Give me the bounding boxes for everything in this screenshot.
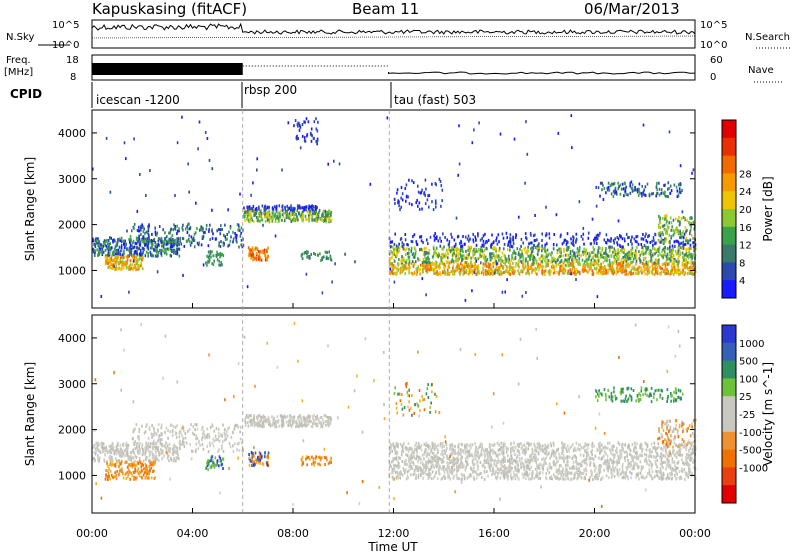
freq-left-tick-top: 18: [66, 55, 79, 66]
noise-search-line: [91, 35, 696, 39]
velocity-colorbar-tick: 100: [739, 374, 758, 385]
velocity-colorbar-tick: -1000: [739, 463, 768, 474]
power-colorbar-tick: 28: [739, 169, 752, 180]
velocity-ytick-label: 2000: [58, 424, 86, 437]
velocity-colorbar-tick: 25: [739, 392, 752, 403]
power-colorbar-label: Power [dB]: [761, 176, 775, 241]
velocity-colorbar-tick: -25: [739, 410, 755, 421]
noise-left-tick-top: 10^5: [52, 20, 79, 31]
freq-left-label-top: Freq.: [6, 55, 31, 66]
xtick-label: 00:00: [679, 527, 711, 540]
freq-right-tick-top: 60: [710, 55, 723, 66]
cpid-segment-1: icescan -1200: [96, 93, 180, 107]
velocity-scatter: [92, 321, 697, 508]
nave-label: Nave: [748, 65, 774, 76]
cpid-label: CPID: [10, 87, 42, 101]
freq-left-tick-bottom: 8: [70, 72, 76, 83]
velocity-ytick-label: 3000: [58, 378, 86, 391]
power-colorbar-tick: 24: [739, 187, 752, 198]
frequency-block: [92, 63, 243, 75]
xtick-label: 08:00: [277, 527, 309, 540]
freq-right-tick-bottom: 0: [710, 72, 716, 83]
power-ytick-label: 1000: [58, 264, 86, 277]
power-ytick-label: 3000: [58, 173, 86, 186]
cpid-segment-2: rbsp 200: [244, 83, 297, 97]
power-colorbar-tick: 16: [739, 223, 752, 234]
radar-title: Kapuskasing (fitACF): [92, 0, 247, 18]
velocity-colorbar-tick: -100: [739, 428, 762, 439]
velocity-ytick-label: 1000: [58, 469, 86, 482]
power-ytick-label: 4000: [58, 127, 86, 140]
xtick-label: 12:00: [378, 527, 410, 540]
noise-right-tick-top: 10^5: [700, 20, 727, 31]
frequency-line: [387, 71, 696, 75]
cpid-row: CPID icescan -1200 rbsp 200 tau (fast) 5…: [10, 82, 476, 108]
freq-left-label-bottom: [MHz]: [4, 67, 33, 78]
velocity-colorbar-tick: 500: [739, 357, 758, 368]
power-colorbar: 4 8 12 16 20 24 28: [721, 119, 752, 299]
power-colorbar-tick: 4: [739, 276, 745, 287]
velocity-ylabel: Slant Range [km]: [23, 362, 37, 466]
noise-panel: N.Sky 10^5 10^0 10^5 10^0 N.Search: [6, 19, 790, 51]
velocity-colorbar-tick: 1000: [739, 339, 764, 350]
power-ylabel: Slant Range [km]: [23, 157, 37, 261]
frequency-panel: Freq. [MHz] 18 8 60 0 Nave: [4, 54, 782, 83]
power-colorbar-tick: 12: [739, 241, 752, 252]
xtick-label: 20:00: [579, 527, 611, 540]
noise-sky-line: [91, 22, 696, 35]
velocity-panel: 1000 2000 3000 4000 00:00 04:00 08:00 12:00 16:…: [23, 303, 775, 554]
noise-left-tick-bottom: 10^0: [52, 40, 79, 51]
cpid-segment-3: tau (fast) 503: [394, 93, 476, 107]
power-colorbar-tick: 8: [739, 258, 745, 269]
velocity-xlabel: Time UT: [367, 540, 418, 554]
noise-left-label: N.Sky: [6, 32, 34, 43]
date-title: 06/Mar/2013: [584, 0, 680, 18]
noise-right-label: N.Search: [745, 32, 790, 43]
power-panel: 1000 2000 3000 4000 Slant Range [km] 4 8 12 16…: [23, 109, 775, 309]
velocity-colorbar: 1000 500 100 25 -25 -100 -500 -1000: [721, 324, 768, 504]
xtick-label: 00:00: [76, 527, 108, 540]
velocity-colorbar-label: Velocity [m s^-1]: [761, 362, 775, 466]
velocity-colorbar-tick: -500: [739, 446, 762, 457]
power-scatter: [92, 114, 697, 302]
power-colorbar-tick: 20: [739, 205, 752, 216]
xtick-label: 16:00: [478, 527, 510, 540]
xtick-label: 04:00: [177, 527, 209, 540]
noise-right-tick-bottom: 10^0: [700, 40, 727, 51]
power-ytick-label: 2000: [58, 219, 86, 232]
velocity-ytick-label: 4000: [58, 332, 86, 345]
beam-title: Beam 11: [352, 0, 419, 18]
